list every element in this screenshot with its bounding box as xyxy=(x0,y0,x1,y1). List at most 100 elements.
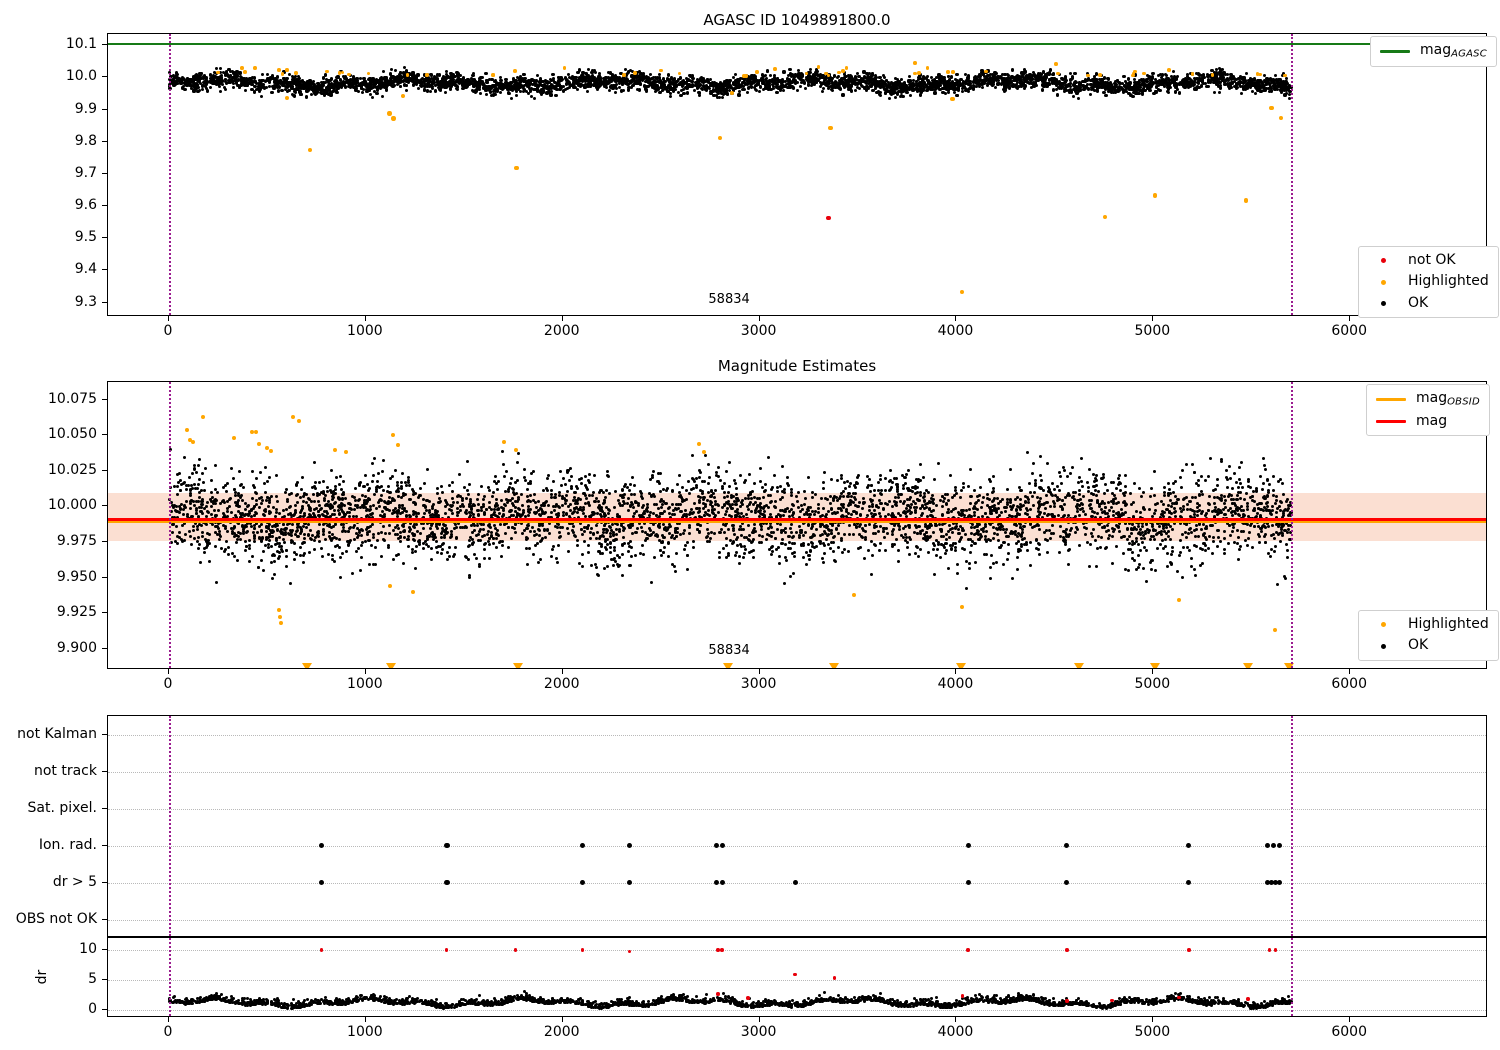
ok-point xyxy=(831,89,834,92)
panel1-legend-bottom[interactable]: not OK Highlighted OK xyxy=(1358,246,1499,318)
panel-magnitude-estimates xyxy=(107,381,1487,669)
ok-point xyxy=(381,95,384,98)
ok-point xyxy=(1069,78,1072,81)
ok-point xyxy=(962,85,965,88)
ok-point xyxy=(1012,79,1015,82)
ok-point xyxy=(595,84,598,87)
ok-point xyxy=(1129,93,1132,96)
ok-point xyxy=(1223,552,1226,555)
highlighted-point xyxy=(514,166,518,170)
ok-point xyxy=(751,78,754,81)
y-tick-mark xyxy=(102,237,107,238)
ok-point xyxy=(606,470,609,473)
ok-point xyxy=(1246,82,1249,85)
ok-point xyxy=(799,85,802,88)
legend-entry: not OK xyxy=(1368,253,1489,268)
ok-point xyxy=(790,531,793,534)
ok-point xyxy=(840,77,843,80)
ok-point xyxy=(1019,81,1022,84)
ok-point xyxy=(738,90,741,93)
highlighted-point xyxy=(1086,74,1090,78)
highlighted-point xyxy=(824,72,828,76)
ok-point xyxy=(554,94,557,97)
ok-point xyxy=(550,511,553,514)
ok-point xyxy=(466,489,469,492)
ok-point xyxy=(579,85,582,88)
ok-point xyxy=(534,544,537,547)
ok-point xyxy=(775,91,778,94)
highlighted-point xyxy=(917,71,921,75)
ok-point xyxy=(1003,84,1006,87)
ok-point xyxy=(581,565,584,568)
ok-point xyxy=(1077,97,1080,100)
ok-point xyxy=(661,89,664,92)
ok-point xyxy=(796,89,799,92)
ok-point xyxy=(919,93,922,96)
ok-point xyxy=(1011,68,1014,71)
ok-point xyxy=(735,80,738,83)
ok-point xyxy=(232,71,235,74)
ok-point xyxy=(718,551,721,554)
ok-point xyxy=(773,80,776,83)
ok-point xyxy=(504,490,507,493)
ok-point xyxy=(1168,83,1171,86)
ok-point xyxy=(713,496,716,499)
highlighted-point xyxy=(425,73,429,77)
ok-point xyxy=(1050,77,1053,80)
ok-point xyxy=(1176,88,1179,91)
ok-point xyxy=(1164,73,1167,76)
ok-point xyxy=(990,554,993,557)
ok-point xyxy=(1042,70,1045,73)
ok-point xyxy=(886,86,889,89)
ok-point xyxy=(905,91,908,94)
highlighted-point xyxy=(828,126,832,130)
ok-point xyxy=(1164,79,1167,82)
ok-point xyxy=(766,69,769,72)
ok-point xyxy=(301,476,304,479)
ok-point xyxy=(1223,83,1226,86)
ok-point xyxy=(682,88,685,91)
ok-point xyxy=(1078,489,1081,492)
ok-point xyxy=(1214,79,1217,82)
highlighted-point xyxy=(1167,68,1171,72)
highlighted-point xyxy=(755,70,759,74)
highlighted-point xyxy=(325,70,329,74)
ok-point xyxy=(821,90,824,93)
ok-point xyxy=(1181,469,1184,472)
ok-point xyxy=(251,83,254,86)
highlighted-point xyxy=(730,91,734,95)
ok-point xyxy=(219,67,222,70)
highlighted-point xyxy=(1279,116,1283,120)
ok-point xyxy=(1122,75,1125,78)
ok-point xyxy=(874,81,877,84)
ok-point xyxy=(1051,73,1054,76)
ok-point xyxy=(882,74,885,77)
ok-point xyxy=(273,78,276,81)
legend-label: magAGASC xyxy=(1420,43,1487,60)
panel1-legend-top[interactable]: magAGASC xyxy=(1370,36,1497,67)
ok-point xyxy=(662,77,665,80)
highlighted-point xyxy=(1142,72,1146,76)
highlighted-point xyxy=(926,66,930,70)
ok-point xyxy=(786,77,789,80)
obsid-annotation: 58834 xyxy=(708,292,749,307)
ok-point xyxy=(954,78,957,81)
ok-point xyxy=(465,497,468,500)
ok-point xyxy=(1152,92,1155,95)
highlighted-point xyxy=(773,67,777,71)
ok-point xyxy=(1016,87,1019,90)
ok-point xyxy=(562,89,565,92)
ok-point xyxy=(436,80,439,83)
ok-point xyxy=(291,523,294,526)
highlighted-point xyxy=(401,94,405,98)
ok-point xyxy=(792,572,795,575)
ok-point xyxy=(1256,84,1259,87)
ok-point xyxy=(282,77,285,80)
ok-point xyxy=(1053,505,1056,508)
ok-point xyxy=(1251,546,1254,549)
ok-point xyxy=(1274,74,1277,77)
ok-point xyxy=(265,86,268,89)
ok-point xyxy=(854,89,857,92)
ok-point xyxy=(239,84,242,87)
ok-point xyxy=(901,95,904,98)
